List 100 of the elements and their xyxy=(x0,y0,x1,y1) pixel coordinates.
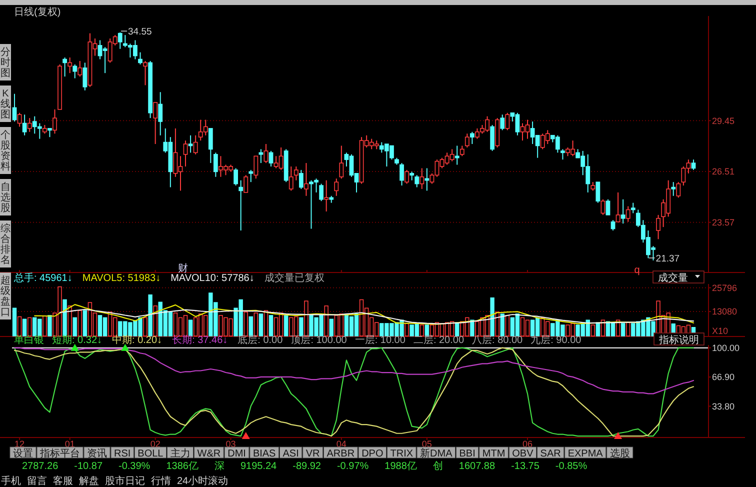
candlestick xyxy=(183,140,188,167)
text: 创 xyxy=(432,460,443,472)
annotation: q xyxy=(634,264,640,276)
y-axis-title: X10 xyxy=(712,326,728,336)
text: OBV xyxy=(512,448,534,460)
y-tick-label: 100.00 xyxy=(712,343,740,354)
bar xyxy=(299,317,304,336)
text: -0.39% xyxy=(118,461,150,472)
candlestick xyxy=(153,102,158,144)
bar xyxy=(153,305,158,336)
candlestick xyxy=(404,169,410,184)
text: 深 xyxy=(214,460,224,472)
candlestick xyxy=(596,182,600,204)
text: -10.87 xyxy=(74,461,103,472)
bar xyxy=(188,320,193,336)
text: BBI xyxy=(459,448,476,460)
text: DMI xyxy=(228,448,246,460)
candlestick xyxy=(454,145,460,166)
bar xyxy=(620,323,626,336)
bar xyxy=(404,323,409,336)
text: 1386亿 xyxy=(166,461,198,472)
chart-title: 单白银 xyxy=(14,334,44,346)
candlestick xyxy=(254,156,258,180)
text: -13.75 xyxy=(511,461,540,472)
candlestick xyxy=(193,134,198,155)
candlestick xyxy=(470,131,474,144)
candlestick xyxy=(676,182,681,198)
candlestick xyxy=(244,174,248,193)
text: 解盘 xyxy=(79,475,99,487)
bar xyxy=(470,320,474,336)
text: 成交量已复权 xyxy=(264,272,324,284)
candlestick xyxy=(143,60,148,86)
annotation: 八层: 80.00 xyxy=(472,335,524,346)
candlestick xyxy=(62,57,68,78)
annotation: 一层: 10.00 xyxy=(354,335,406,346)
candlestick xyxy=(298,169,304,190)
annotation: 顶层: 100.00 xyxy=(290,335,348,346)
candlestick xyxy=(610,220,616,231)
bar xyxy=(248,316,253,336)
candlestick xyxy=(339,145,344,180)
bar xyxy=(268,315,274,336)
candlestick xyxy=(671,182,676,196)
bar xyxy=(62,299,67,336)
candlestick xyxy=(600,198,606,216)
text: DPO xyxy=(362,448,384,460)
text: 长期: 37.46↓ xyxy=(172,334,228,346)
candlestick xyxy=(68,57,72,74)
chart-title: 日线(复权) xyxy=(14,6,61,18)
candlestick xyxy=(118,32,122,50)
x-tick-label: 05 xyxy=(422,439,432,449)
text: MAVOL5: 51983↓ xyxy=(82,273,161,284)
candlestick xyxy=(208,128,213,164)
candlestick xyxy=(630,202,636,214)
candlestick xyxy=(17,112,22,128)
text: TRIX xyxy=(390,448,414,460)
text: 手机 xyxy=(1,475,21,487)
x-tick-label: 04 xyxy=(336,439,346,449)
candlestick xyxy=(78,60,82,78)
text: ASI xyxy=(282,448,299,460)
bar xyxy=(626,322,630,336)
candlestick xyxy=(258,148,264,164)
bar xyxy=(17,316,22,336)
bar xyxy=(505,315,510,336)
x-tick-label: 06 xyxy=(522,439,533,449)
y-tick-label: 23.57 xyxy=(712,218,735,228)
text: MAVOL10: 57786↓ xyxy=(170,273,254,284)
candlestick xyxy=(234,168,238,186)
candlestick xyxy=(400,162,404,186)
candlestick xyxy=(27,118,32,132)
annotation: 34.55 xyxy=(128,26,152,38)
candlestick xyxy=(626,206,630,222)
x-tick-label: 12 xyxy=(14,439,25,449)
annotation: 底层: 0.00 xyxy=(238,334,284,346)
candlestick xyxy=(158,92,163,136)
bar xyxy=(28,317,32,336)
bar xyxy=(22,318,27,336)
candlestick xyxy=(72,64,78,79)
candlestick xyxy=(82,62,88,91)
series-label: 短期: 0.32↓ xyxy=(52,334,102,346)
annotation: 21.37 xyxy=(656,253,680,264)
bar xyxy=(324,305,328,336)
candlestick xyxy=(606,198,610,216)
candlestick xyxy=(238,180,244,231)
text: -0.97% xyxy=(336,461,369,472)
candlestick xyxy=(288,166,294,192)
candlestick xyxy=(52,108,57,134)
candlestick xyxy=(264,144,268,164)
bar xyxy=(596,322,600,336)
bar xyxy=(490,297,494,336)
text: 客服 xyxy=(53,475,73,487)
y-tick-label: 66.90 xyxy=(712,372,735,382)
bar xyxy=(48,315,52,336)
candlestick xyxy=(460,145,464,157)
candlestick xyxy=(248,169,254,183)
candlestick xyxy=(424,168,430,192)
candlestick xyxy=(414,174,420,188)
candlestick xyxy=(560,148,565,160)
candlestick xyxy=(188,134,193,154)
bar xyxy=(329,318,334,336)
text: K线图 xyxy=(0,88,10,120)
